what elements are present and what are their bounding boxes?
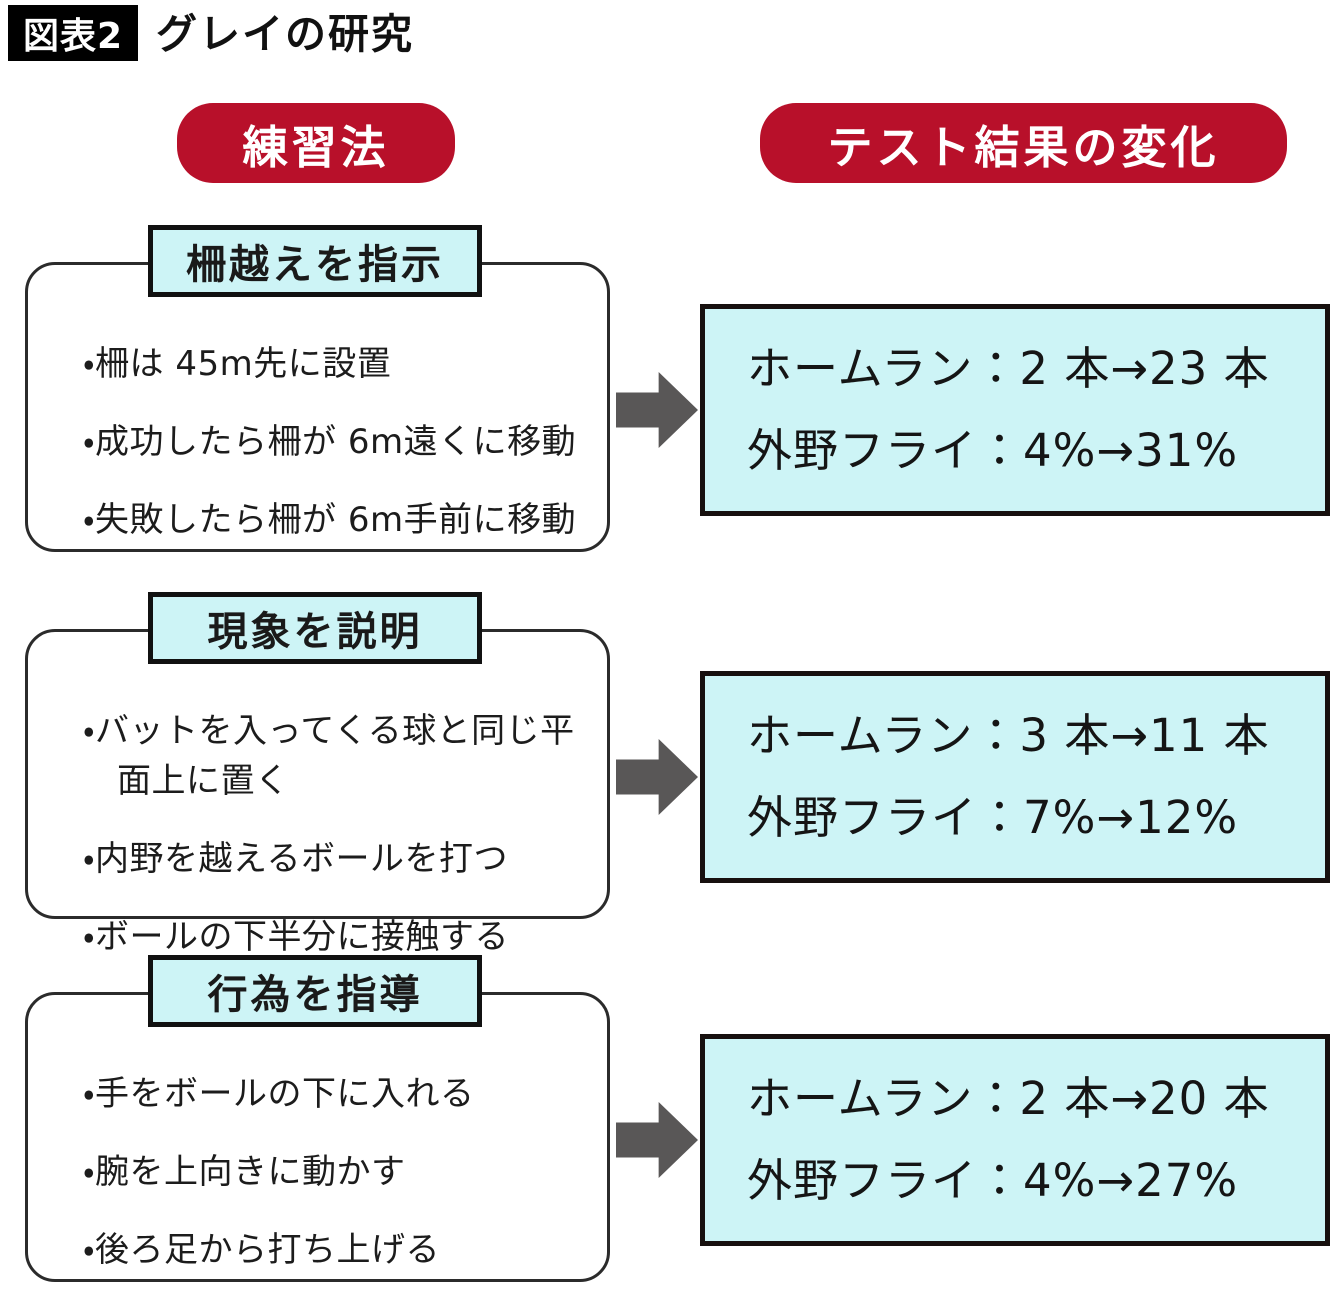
method-bullet-list: ・柵は 45m先に設置 ・成功したら柵が 6m遠くに移動 ・失敗したら柵が 6m… bbox=[83, 339, 603, 573]
arrow-right-icon bbox=[616, 739, 698, 815]
bullet-item: ・手をボールの下に入れる bbox=[83, 1074, 475, 1114]
method-section-1: 柵越えを指示 ・柵は 45m先に設置 ・成功したら柵が 6m遠くに移動 ・失敗し… bbox=[0, 225, 1340, 565]
method-header: 柵越えを指示 bbox=[148, 225, 482, 297]
result-line-outfield-fly: 外野フライ：4%→27% bbox=[747, 1154, 1239, 1207]
method-bullet-list: ・手をボールの下に入れる ・腕を上向きに動かす ・後ろ足から打ち上げる bbox=[83, 1069, 603, 1292]
method-section-3: 行為を指導 ・手をボールの下に入れる ・腕を上向きに動かす ・後ろ足から打ち上げ… bbox=[0, 955, 1340, 1292]
method-box bbox=[25, 992, 610, 1282]
column-header-test-results: テスト結果の変化 bbox=[760, 103, 1287, 183]
arrow-right-icon bbox=[616, 372, 698, 448]
result-line-homeruns: ホームラン：3 本→11 本 bbox=[747, 709, 1270, 762]
bullet-item: ・バットを入ってくる球と同じ平面上に置く bbox=[83, 711, 575, 801]
result-line-outfield-fly: 外野フライ：4%→31% bbox=[747, 424, 1239, 477]
result-line-outfield-fly: 外野フライ：7%→12% bbox=[747, 791, 1239, 844]
arrow-right-icon bbox=[616, 1102, 698, 1178]
result-box: ホームラン：3 本→11 本 外野フライ：7%→12% bbox=[700, 671, 1330, 883]
bullet-item: ・柵は 45m先に設置 bbox=[83, 344, 392, 384]
bullet-item: ・後ろ足から打ち上げる bbox=[83, 1230, 441, 1270]
method-bullet-list: ・バットを入ってくる球と同じ平面上に置く ・内野を越えるボールを打つ ・ボールの… bbox=[83, 706, 603, 990]
bullet-item: ・成功したら柵が 6m遠くに移動 bbox=[83, 422, 577, 462]
result-line-homeruns: ホームラン：2 本→23 本 bbox=[747, 342, 1270, 395]
method-box bbox=[25, 262, 610, 552]
result-box: ホームラン：2 本→20 本 外野フライ：4%→27% bbox=[700, 1034, 1330, 1246]
figure-tag: 図表2 bbox=[8, 5, 138, 61]
bullet-item: ・内野を越えるボールを打つ bbox=[83, 839, 509, 879]
method-header: 現象を説明 bbox=[148, 592, 482, 664]
result-box: ホームラン：2 本→23 本 外野フライ：4%→31% bbox=[700, 304, 1330, 516]
method-section-2: 現象を説明 ・バットを入ってくる球と同じ平面上に置く ・内野を越えるボールを打つ… bbox=[0, 592, 1340, 957]
bullet-item: ・腕を上向きに動かす bbox=[83, 1152, 406, 1192]
column-header-practice-method: 練習法 bbox=[177, 103, 455, 183]
result-line-homeruns: ホームラン：2 本→20 本 bbox=[747, 1072, 1270, 1125]
bullet-item: ・失敗したら柵が 6m手前に移動 bbox=[83, 500, 577, 540]
method-box bbox=[25, 629, 610, 919]
method-header: 行為を指導 bbox=[148, 955, 482, 1027]
figure-title: グレイの研究 bbox=[156, 10, 414, 58]
bullet-item: ・ボールの下半分に接触する bbox=[83, 917, 510, 957]
